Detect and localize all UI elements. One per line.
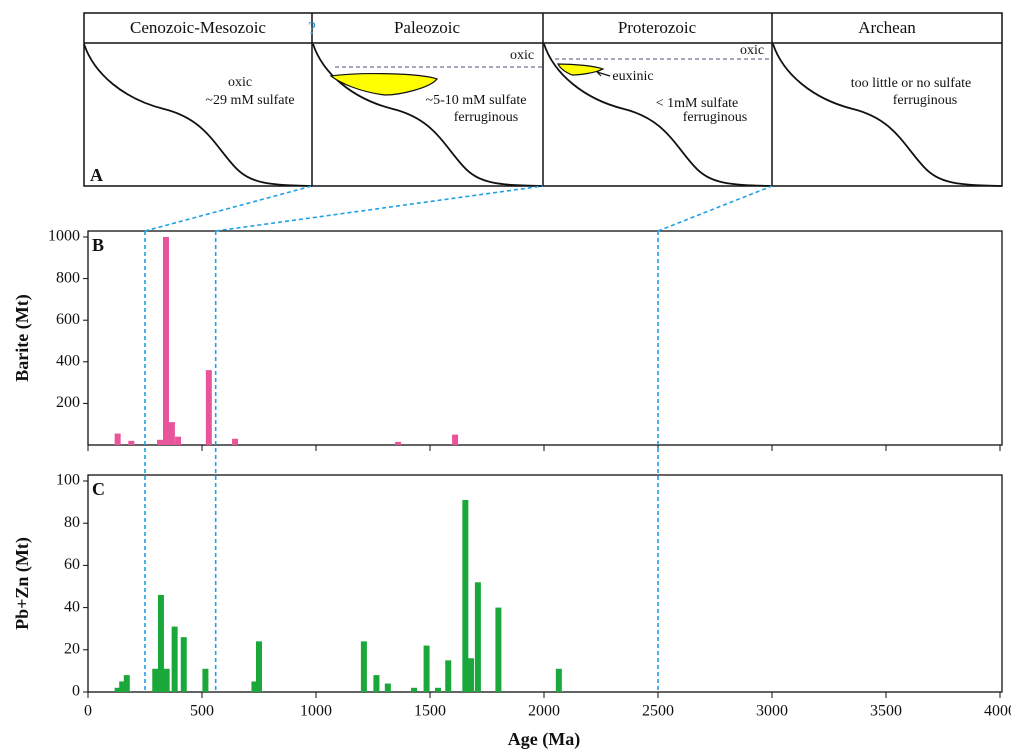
x-tick-label: 1500 <box>414 703 446 720</box>
bar <box>232 439 238 445</box>
bar <box>452 435 458 445</box>
x-tick-label: 3000 <box>756 703 788 720</box>
boundary-link <box>216 186 543 231</box>
profile-curve <box>84 44 312 186</box>
bar <box>373 675 379 692</box>
bar <box>411 688 417 692</box>
bar <box>172 627 178 692</box>
x-tick-label: 1000 <box>300 703 332 720</box>
bar <box>495 608 501 692</box>
era-name: Proterozoic <box>618 18 697 37</box>
y-tick-label: 40 <box>64 598 80 615</box>
panel-label: A <box>90 165 103 185</box>
note: oxic <box>740 43 764 58</box>
boundary-link <box>145 186 312 231</box>
y-tick-label: 600 <box>56 311 80 328</box>
panel-label: B <box>92 235 104 255</box>
note: too little or no sulfate <box>851 76 972 91</box>
y-axis-title: Pb+Zn (Mt) <box>12 537 33 630</box>
x-tick-label: 0 <box>84 703 92 720</box>
bar <box>202 669 208 692</box>
bar <box>169 422 175 445</box>
y-tick-label: 200 <box>56 394 80 411</box>
bar <box>115 434 121 445</box>
y-axis-title: Barite (Mt) <box>12 294 33 381</box>
y-tick-label: 20 <box>64 640 80 657</box>
y-tick-label: 400 <box>56 352 80 369</box>
plot-frame <box>88 475 1002 692</box>
euxinic-lens <box>331 74 437 95</box>
bar <box>181 637 187 692</box>
bar <box>462 500 468 692</box>
bar <box>445 660 451 692</box>
x-tick-label: 2500 <box>642 703 674 720</box>
bar <box>475 582 481 692</box>
era-name: Cenozoic-Mesozoic <box>130 18 266 37</box>
note: ferruginous <box>893 93 958 108</box>
question-mark: ? <box>308 18 316 38</box>
bar <box>175 437 181 445</box>
bar <box>385 684 391 692</box>
y-tick-label: 800 <box>56 269 80 286</box>
y-tick-label: 60 <box>64 556 80 573</box>
note: euxinic <box>612 69 653 84</box>
note: oxic <box>510 48 534 63</box>
bar <box>556 669 562 692</box>
x-tick-label: 500 <box>190 703 214 720</box>
bar <box>163 237 169 445</box>
bar <box>206 370 212 445</box>
y-tick-label: 0 <box>72 683 80 700</box>
bar <box>152 669 158 692</box>
euxinic-lens <box>558 64 603 75</box>
bar <box>128 441 134 445</box>
note: ferruginous <box>683 110 748 125</box>
era-name: Archean <box>858 18 916 37</box>
panel-label: C <box>92 479 105 499</box>
note: oxic <box>228 75 252 90</box>
x-tick-label: 2000 <box>528 703 560 720</box>
note: ferruginous <box>454 110 519 125</box>
plot-frame <box>88 231 1002 445</box>
bar <box>157 440 163 445</box>
x-tick-label: 3500 <box>870 703 902 720</box>
bar <box>124 675 130 692</box>
bar <box>395 442 401 445</box>
profile-curve <box>773 44 1002 186</box>
bar <box>361 641 367 692</box>
y-tick-label: 80 <box>64 514 80 531</box>
figure: ? A Cenozoic-Mesozoic Paleozoic Proteroz… <box>0 0 1011 752</box>
y-tick-label: 1000 <box>48 228 80 245</box>
note: ~29 mM sulfate <box>205 93 294 108</box>
bar <box>468 658 474 692</box>
bar <box>256 641 262 692</box>
note: ~5-10 mM sulfate <box>426 93 527 108</box>
bar <box>435 688 441 692</box>
y-tick-label: 100 <box>56 472 80 489</box>
bar <box>164 669 170 692</box>
bar <box>158 595 164 692</box>
x-tick-label: 4000 <box>984 703 1011 720</box>
era-name: Paleozoic <box>394 18 461 37</box>
boundary-link <box>658 186 772 231</box>
x-axis-title: Age (Ma) <box>508 729 580 750</box>
note: < 1mM sulfate <box>656 96 739 111</box>
bar <box>424 646 430 692</box>
